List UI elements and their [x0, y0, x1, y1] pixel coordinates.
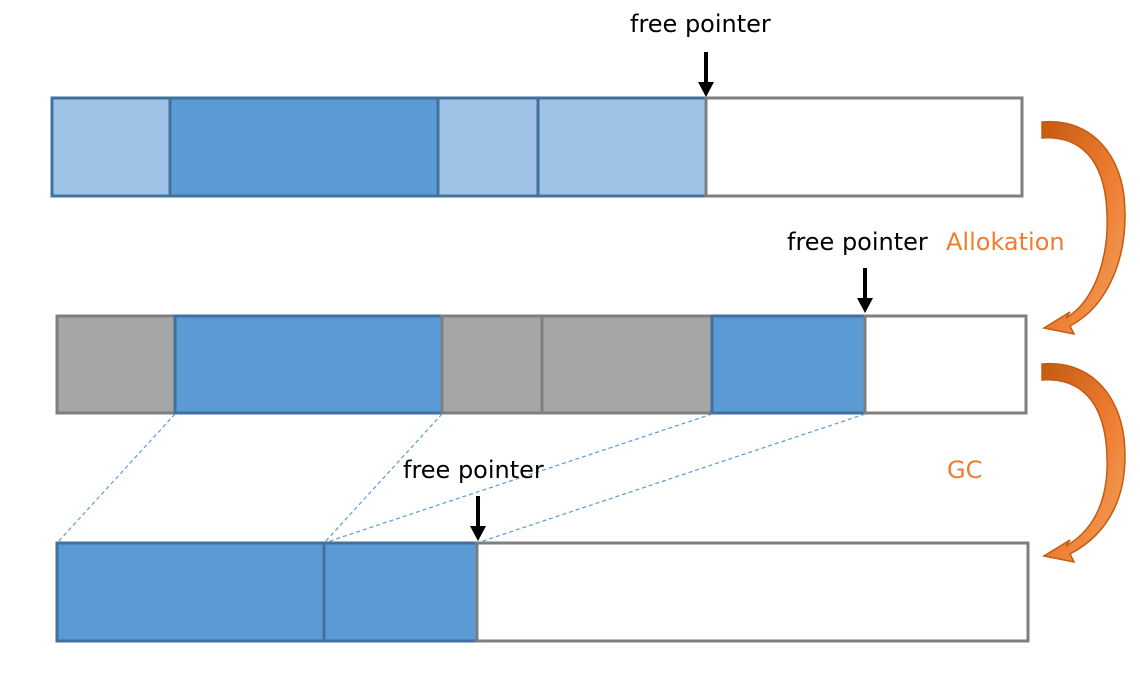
- heap2-free-space: [863, 314, 1028, 415]
- gc-label: GC: [947, 456, 982, 484]
- heap2-block-3-garbage: [440, 314, 544, 415]
- allocation-curved-arrow: [1041, 120, 1126, 336]
- heap3-block-2-live: [322, 541, 479, 643]
- heap2-block-2-live: [173, 314, 444, 415]
- heap3-block-1-live: [55, 541, 326, 643]
- heap3-free-space: [475, 541, 1030, 643]
- heap-row-3: [55, 541, 1030, 643]
- allocation-label: Allokation: [946, 228, 1065, 256]
- free-pointer-arrow-2: [857, 268, 873, 313]
- free-pointer-label-2: free pointer: [787, 228, 928, 256]
- compaction-mapping-lines: [56, 413, 866, 544]
- heap-row-2: [55, 314, 1028, 415]
- free-pointer-arrow-3: [470, 496, 486, 541]
- heap2-block-5-live: [710, 314, 867, 415]
- gc-curved-arrow: [1041, 362, 1126, 564]
- heap1-block-2: [168, 96, 440, 198]
- heap1-free-space: [704, 96, 1024, 198]
- free-pointer-arrow-1: [698, 52, 714, 97]
- heap-row-1: [50, 96, 1024, 198]
- heap2-block-4-garbage: [540, 314, 714, 415]
- free-pointer-label-1: free pointer: [630, 10, 771, 38]
- heap1-block-4: [536, 96, 708, 198]
- free-pointer-label-3: free pointer: [403, 456, 544, 484]
- heap2-block-1-garbage: [55, 314, 177, 415]
- heap1-block-1: [50, 96, 172, 198]
- heap1-block-3: [436, 96, 540, 198]
